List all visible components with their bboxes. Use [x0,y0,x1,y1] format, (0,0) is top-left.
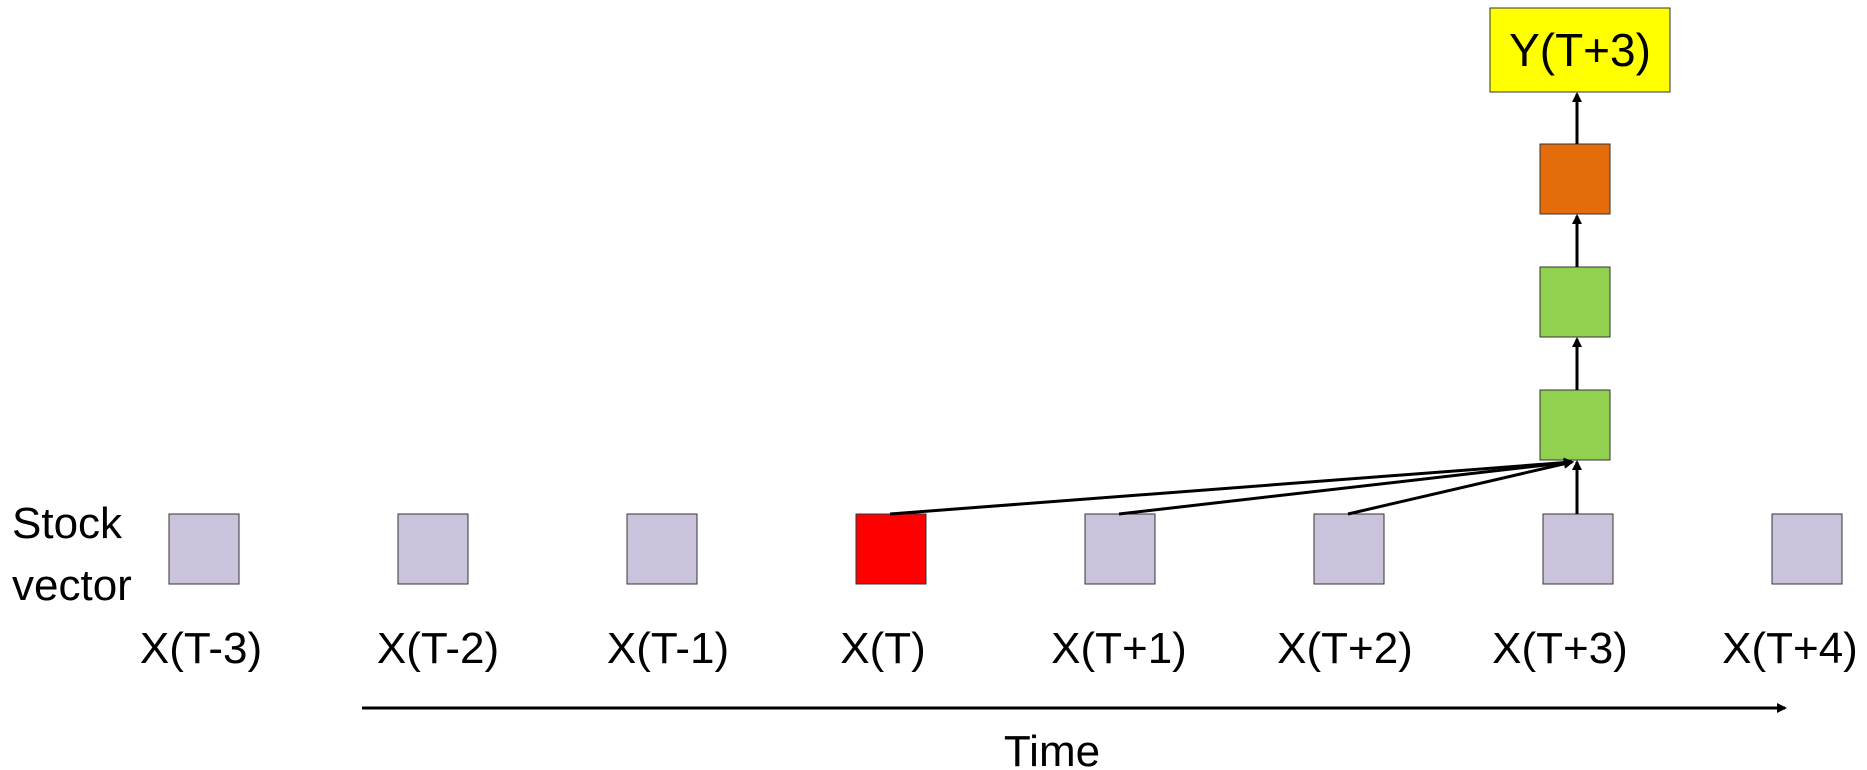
arrow-xt-to-hidden [889,457,1574,516]
arrow-xt+1-to-hidden [1118,457,1574,516]
output-box [1489,7,1671,93]
input-label-t+3: X(T+3) [1492,624,1628,673]
input-box-t-3 [168,513,240,585]
input-label-t+4: X(T+4) [1722,624,1858,673]
time-axis-label: Time [1004,727,1100,770]
input-box-t-2 [397,513,469,585]
input-label-t-1: X(T-1) [607,624,729,673]
hidden-layer-3 [1539,143,1611,215]
side-label-line2: vector [12,561,132,610]
input-box-t+4 [1771,513,1843,585]
hidden-layer-2 [1539,266,1611,338]
output-label: Y(T+3) [1509,24,1651,76]
input-box-t-1 [626,513,698,585]
hidden-layer-1 [1539,389,1611,461]
input-box-t+3 [1542,513,1614,585]
input-label-t+2: X(T+2) [1277,624,1413,673]
input-label-t-2: X(T-2) [377,624,499,673]
input-label-t+1: X(T+1) [1051,624,1187,673]
side-label-line1: Stock [12,499,123,548]
arrow-xt+2-to-hidden [1347,458,1574,516]
input-box-t+2 [1313,513,1385,585]
input-box-t [855,513,927,585]
input-box-t+1 [1084,513,1156,585]
input-label-t: X(T) [840,624,926,673]
input-label-t-3: X(T-3) [140,624,262,673]
